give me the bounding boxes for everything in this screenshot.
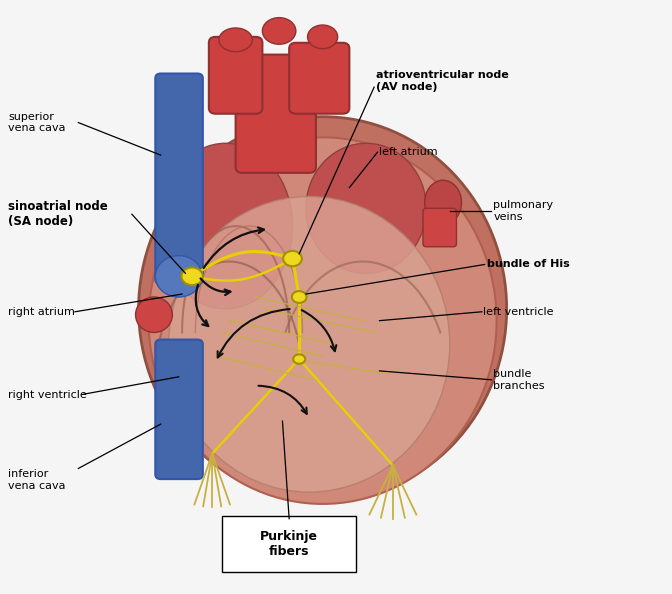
FancyBboxPatch shape [222,516,356,572]
Ellipse shape [308,25,337,49]
Text: left ventricle: left ventricle [483,307,554,317]
FancyBboxPatch shape [236,55,316,173]
Text: right ventricle: right ventricle [8,390,87,400]
Text: inferior
vena cava: inferior vena cava [8,469,66,491]
Ellipse shape [425,180,462,225]
Ellipse shape [136,297,173,333]
FancyBboxPatch shape [423,208,456,247]
Text: right atrium: right atrium [8,307,75,317]
Text: pulmonary
veins: pulmonary veins [493,200,554,222]
Ellipse shape [306,143,426,273]
Ellipse shape [181,267,203,285]
FancyBboxPatch shape [289,43,349,113]
Ellipse shape [159,143,292,309]
Text: left atrium: left atrium [380,147,438,157]
Ellipse shape [138,116,507,501]
Ellipse shape [219,28,253,52]
Ellipse shape [283,251,302,266]
Text: atrioventricular node
(AV node): atrioventricular node (AV node) [376,71,509,92]
Ellipse shape [169,197,450,492]
Ellipse shape [292,291,306,303]
Text: bundle
branches: bundle branches [493,369,545,391]
Ellipse shape [149,137,497,504]
Ellipse shape [293,355,305,364]
Ellipse shape [155,255,202,297]
Text: sinoatrial node
(SA node): sinoatrial node (SA node) [8,200,108,228]
Text: superior
vena cava: superior vena cava [8,112,66,134]
FancyBboxPatch shape [155,74,203,284]
FancyBboxPatch shape [209,37,262,113]
Text: bundle of His: bundle of His [487,260,569,270]
FancyBboxPatch shape [155,340,203,479]
Ellipse shape [262,18,296,44]
Text: Purkinje
fibers: Purkinje fibers [260,530,318,558]
